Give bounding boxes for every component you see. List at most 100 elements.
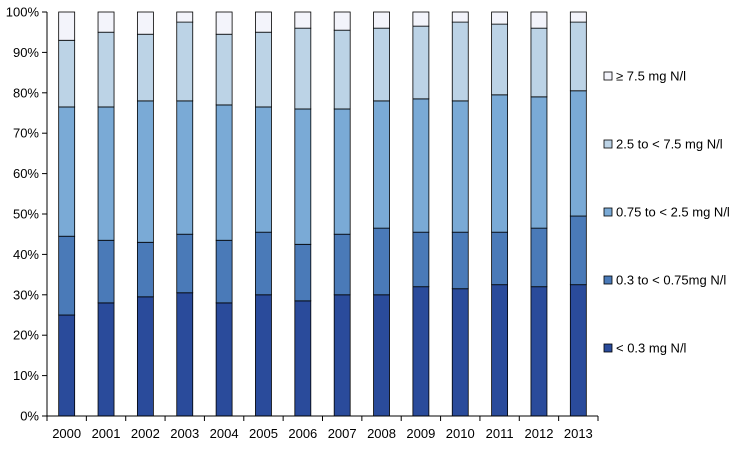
bar-segment-2008-series-0 xyxy=(373,294,390,417)
bar-segment-2010-series-4 xyxy=(451,11,469,23)
bar-segment-2012-series-0 xyxy=(530,286,548,417)
bar-segment-2007-series-0 xyxy=(333,294,351,417)
bar-segment-2012-series-3 xyxy=(530,27,548,98)
bar-segment-2005-series-4 xyxy=(255,11,272,33)
bar-segment-2009-series-2 xyxy=(412,98,430,233)
bar-segment-2008-series-2 xyxy=(373,100,390,229)
bar-segment-2001-series-0 xyxy=(97,302,115,417)
x-tick-label: 2003 xyxy=(170,426,199,441)
bar-segment-2012-series-2 xyxy=(530,96,548,229)
bar-segment-2000-series-3 xyxy=(58,39,76,108)
legend-swatch xyxy=(603,207,613,217)
bar-segment-2003-series-0 xyxy=(176,292,194,417)
bar-segment-2013-series-3 xyxy=(569,21,587,92)
bar-segment-2003-series-1 xyxy=(176,233,194,294)
bar-segment-2003-series-2 xyxy=(176,100,194,235)
bar-segment-2000-series-2 xyxy=(58,106,76,237)
y-tick-label: 0% xyxy=(20,409,39,424)
bar-segment-2011-series-0 xyxy=(491,284,509,417)
bar-segment-2005-series-0 xyxy=(255,294,272,417)
x-tick-label: 2004 xyxy=(210,426,239,441)
bar-segment-2009-series-0 xyxy=(412,286,430,417)
bar-segment-2003-series-4 xyxy=(176,11,194,23)
bar-segment-2012-series-1 xyxy=(530,227,548,288)
bar-segment-2006-series-3 xyxy=(294,27,312,110)
bar-segment-2002-series-4 xyxy=(136,11,154,35)
bar-segment-2002-series-1 xyxy=(136,241,154,298)
y-tick-label: 60% xyxy=(13,166,39,181)
bar-segment-2011-series-2 xyxy=(491,94,509,233)
bar-segment-2002-series-3 xyxy=(136,33,154,102)
bar-segment-2011-series-4 xyxy=(491,11,509,25)
bar-segment-2004-series-4 xyxy=(215,11,233,35)
bar-segment-2010-series-1 xyxy=(451,231,469,290)
x-tick-label: 2009 xyxy=(406,426,435,441)
bar-segment-2002-series-0 xyxy=(136,296,154,417)
bar-segment-2008-series-3 xyxy=(373,27,390,102)
legend-swatch xyxy=(603,71,613,81)
bar-segment-2000-series-1 xyxy=(58,235,76,316)
x-tick-label: 2002 xyxy=(131,426,160,441)
legend-label: 0.3 to < 0.75mg N/l xyxy=(616,273,726,288)
bar-segment-2009-series-4 xyxy=(412,11,430,27)
bar-segment-2004-series-0 xyxy=(215,302,233,417)
bar-segment-2009-series-1 xyxy=(412,231,430,288)
legend-label: 2.5 to < 7.5 mg N/l xyxy=(616,137,723,152)
bar-segment-2010-series-3 xyxy=(451,21,469,102)
legend: ≥ 7.5 mg N/l 2.5 to < 7.5 mg N/l 0.75 to <… xyxy=(603,69,730,356)
x-tick-label: 2001 xyxy=(92,426,121,441)
x-tick-label: 2012 xyxy=(525,426,554,441)
y-tick-label: 80% xyxy=(13,85,39,100)
y-tick-label: 50% xyxy=(13,207,39,222)
bar-segment-2011-series-3 xyxy=(491,23,509,96)
bar-segment-2000-series-0 xyxy=(58,314,76,417)
bar-segment-2007-series-1 xyxy=(333,233,351,296)
bar-segment-2009-series-3 xyxy=(412,25,430,100)
bar-segment-2004-series-3 xyxy=(215,33,233,106)
bar-segment-2004-series-1 xyxy=(215,239,233,304)
bar-segment-2010-series-0 xyxy=(451,288,469,417)
x-tick-label: 2010 xyxy=(446,426,475,441)
bar-segment-2007-series-4 xyxy=(333,11,351,31)
bar-segment-2006-series-1 xyxy=(294,243,312,302)
legend-swatch xyxy=(603,139,613,149)
bar-segment-2013-series-1 xyxy=(569,215,587,286)
legend-label: 0.75 to < 2.5 mg N/l xyxy=(616,205,730,220)
bar-segment-2013-series-2 xyxy=(569,90,587,217)
bar-segment-2004-series-2 xyxy=(215,104,233,241)
bar-segment-2000-series-4 xyxy=(58,11,76,41)
y-tick-labels: 0% 10% 20% 30% 40% 50% 60% 70% 80% 90% 100% xyxy=(6,5,40,424)
x-tick-label: 2006 xyxy=(288,426,317,441)
x-tick-label: 2000 xyxy=(52,426,81,441)
bar-segment-2001-series-4 xyxy=(97,11,115,33)
bar-segment-2012-series-4 xyxy=(530,11,548,29)
x-tick-label: 2007 xyxy=(328,426,357,441)
bar-segment-2005-series-1 xyxy=(255,231,272,296)
bar-segment-2006-series-2 xyxy=(294,108,312,245)
bar-segment-2011-series-1 xyxy=(491,231,509,286)
bar-segment-2013-series-0 xyxy=(569,284,587,417)
y-tick-label: 90% xyxy=(13,45,39,60)
bars-layer xyxy=(58,11,587,417)
bar-segment-2007-series-2 xyxy=(333,108,351,235)
x-tick-label: 2011 xyxy=(486,426,514,441)
x-tick-label: 2005 xyxy=(249,426,278,441)
y-tick-label: 70% xyxy=(13,126,39,141)
axes-layer xyxy=(42,11,599,421)
legend-swatch xyxy=(603,343,613,353)
y-tick-label: 30% xyxy=(13,287,39,302)
bar-segment-2013-series-4 xyxy=(569,11,587,23)
y-tick-label: 100% xyxy=(6,5,40,20)
bar-segment-2002-series-2 xyxy=(136,100,154,243)
bar-segment-2003-series-3 xyxy=(176,21,194,102)
bar-segment-2010-series-2 xyxy=(451,100,469,233)
legend-label: < 0.3 mg N/l xyxy=(616,341,687,356)
y-tick-label: 10% xyxy=(13,368,39,383)
bar-segment-2007-series-3 xyxy=(333,29,351,110)
bar-segment-2006-series-4 xyxy=(294,11,312,29)
x-tick-labels: 2000 2001 2002 2003 2004 2005 2006 2007 2008 2009… xyxy=(52,426,593,441)
y-tick-label: 40% xyxy=(13,247,39,262)
bar-segment-2008-series-4 xyxy=(373,11,390,29)
